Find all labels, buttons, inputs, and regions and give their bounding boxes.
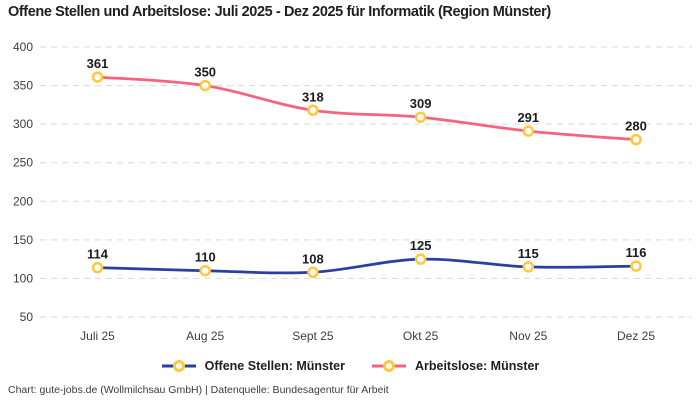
svg-text:318: 318	[302, 89, 324, 104]
svg-text:Aug 25: Aug 25	[186, 329, 224, 343]
legend-label-arbeitslose: Arbeitslose: Münster	[414, 359, 540, 373]
svg-text:116: 116	[626, 245, 647, 260]
svg-text:400: 400	[13, 40, 33, 54]
svg-text:110: 110	[195, 250, 216, 265]
legend-swatch-line-marker-icon	[371, 360, 406, 372]
chart-source: Chart: gute-jobs.de (Wollmilchsau GmbH) …	[8, 384, 389, 396]
svg-text:291: 291	[517, 110, 539, 125]
svg-text:115: 115	[518, 246, 539, 261]
svg-text:150: 150	[13, 233, 33, 247]
svg-text:250: 250	[13, 156, 33, 170]
svg-text:50: 50	[20, 310, 34, 324]
svg-text:280: 280	[625, 119, 647, 134]
svg-text:300: 300	[13, 117, 33, 131]
svg-text:Okt 25: Okt 25	[403, 329, 439, 343]
legend-label-offene-stellen: Offene Stellen: Münster	[204, 359, 345, 373]
svg-text:200: 200	[13, 194, 33, 208]
legend-swatch-line-marker-icon	[161, 360, 196, 372]
svg-text:108: 108	[302, 251, 324, 266]
legend: Offene Stellen: Münster Arbeitslose: Mün…	[0, 356, 700, 376]
line-chart-plot: 50 100 150 200 250 300 350 400 Juli 25 Aug 25 Sept…	[13, 40, 692, 343]
legend-item-arbeitslose[interactable]: Arbeitslose: Münster	[371, 359, 539, 373]
svg-text:350: 350	[194, 65, 216, 80]
svg-text:309: 309	[410, 96, 432, 111]
svg-text:361: 361	[87, 56, 109, 71]
svg-text:114: 114	[87, 247, 109, 262]
svg-text:125: 125	[410, 238, 432, 253]
svg-text:Sept 25: Sept 25	[292, 329, 334, 343]
svg-text:Dez 25: Dez 25	[617, 329, 655, 343]
chart-title: Offene Stellen und Arbeitslose: Juli 202…	[8, 4, 551, 20]
svg-text:Nov 25: Nov 25	[509, 329, 547, 343]
legend-item-offene-stellen[interactable]: Offene Stellen: Münster	[161, 359, 345, 373]
svg-text:350: 350	[13, 79, 33, 93]
svg-text:Juli 25: Juli 25	[80, 329, 115, 343]
svg-text:100: 100	[13, 271, 33, 285]
